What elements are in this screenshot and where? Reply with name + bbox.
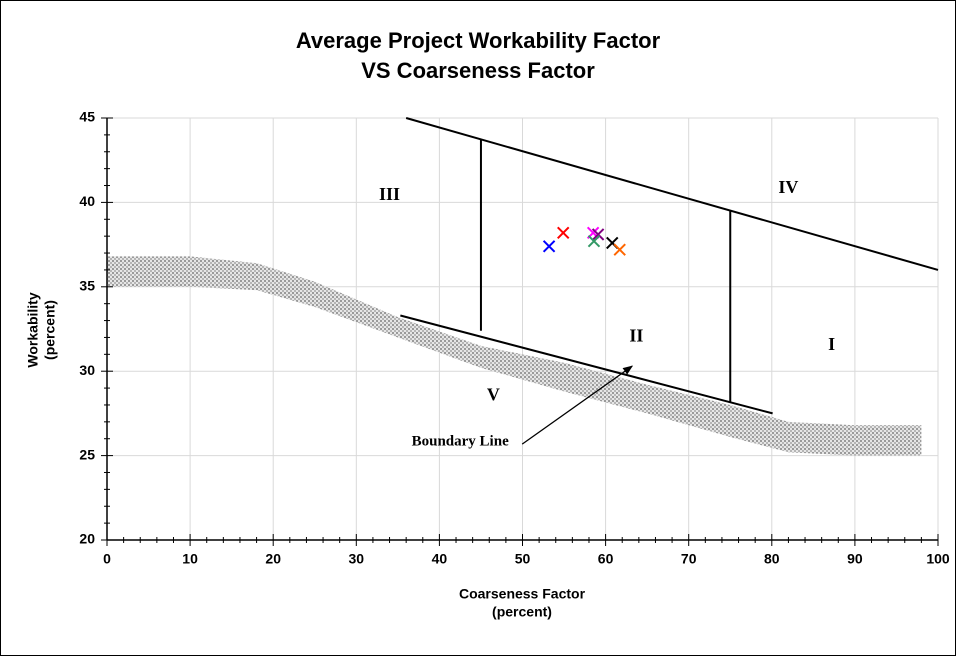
shaded-band [107, 256, 922, 456]
point [591, 228, 605, 241]
y-axis-label: (percent) [42, 300, 58, 360]
point [557, 226, 570, 239]
region-label: Boundary Line [412, 434, 509, 450]
x-axis-label: (percent) [492, 604, 552, 620]
boundary-line [400, 314, 773, 415]
x-tick-label: 80 [764, 551, 780, 567]
x-tick-label: 70 [681, 551, 697, 567]
point [587, 235, 601, 248]
y-axis-label: Workability [25, 292, 41, 367]
x-tick-label: 60 [598, 551, 614, 567]
chart-title: Average Project Workability Factor [296, 28, 661, 53]
boundary-line [405, 117, 939, 271]
y-tick-label: 30 [79, 362, 95, 378]
x-tick-label: 0 [103, 551, 111, 567]
region-label: IV [778, 177, 798, 197]
y-tick-label: 35 [79, 278, 95, 294]
x-tick-label: 90 [847, 551, 863, 567]
x-axis-label: Coarseness Factor [459, 586, 586, 602]
x-tick-label: 20 [265, 551, 281, 567]
y-tick-label: 20 [79, 531, 95, 547]
x-tick-label: 10 [182, 551, 198, 567]
region-label: V [487, 385, 500, 405]
y-tick-label: 45 [79, 109, 95, 125]
x-tick-label: 30 [349, 551, 365, 567]
y-tick-label: 40 [79, 193, 95, 209]
annotation-arrow [521, 365, 634, 445]
region-label: II [629, 326, 643, 346]
x-tick-label: 50 [515, 551, 531, 567]
x-tick-label: 40 [432, 551, 448, 567]
region-label: I [828, 334, 835, 354]
chart-title: VS Coarseness Factor [361, 58, 595, 83]
x-tick-label: 100 [926, 551, 950, 567]
region-label: III [379, 184, 400, 204]
y-tick-label: 25 [79, 446, 95, 462]
point [542, 240, 556, 253]
point [613, 243, 626, 256]
